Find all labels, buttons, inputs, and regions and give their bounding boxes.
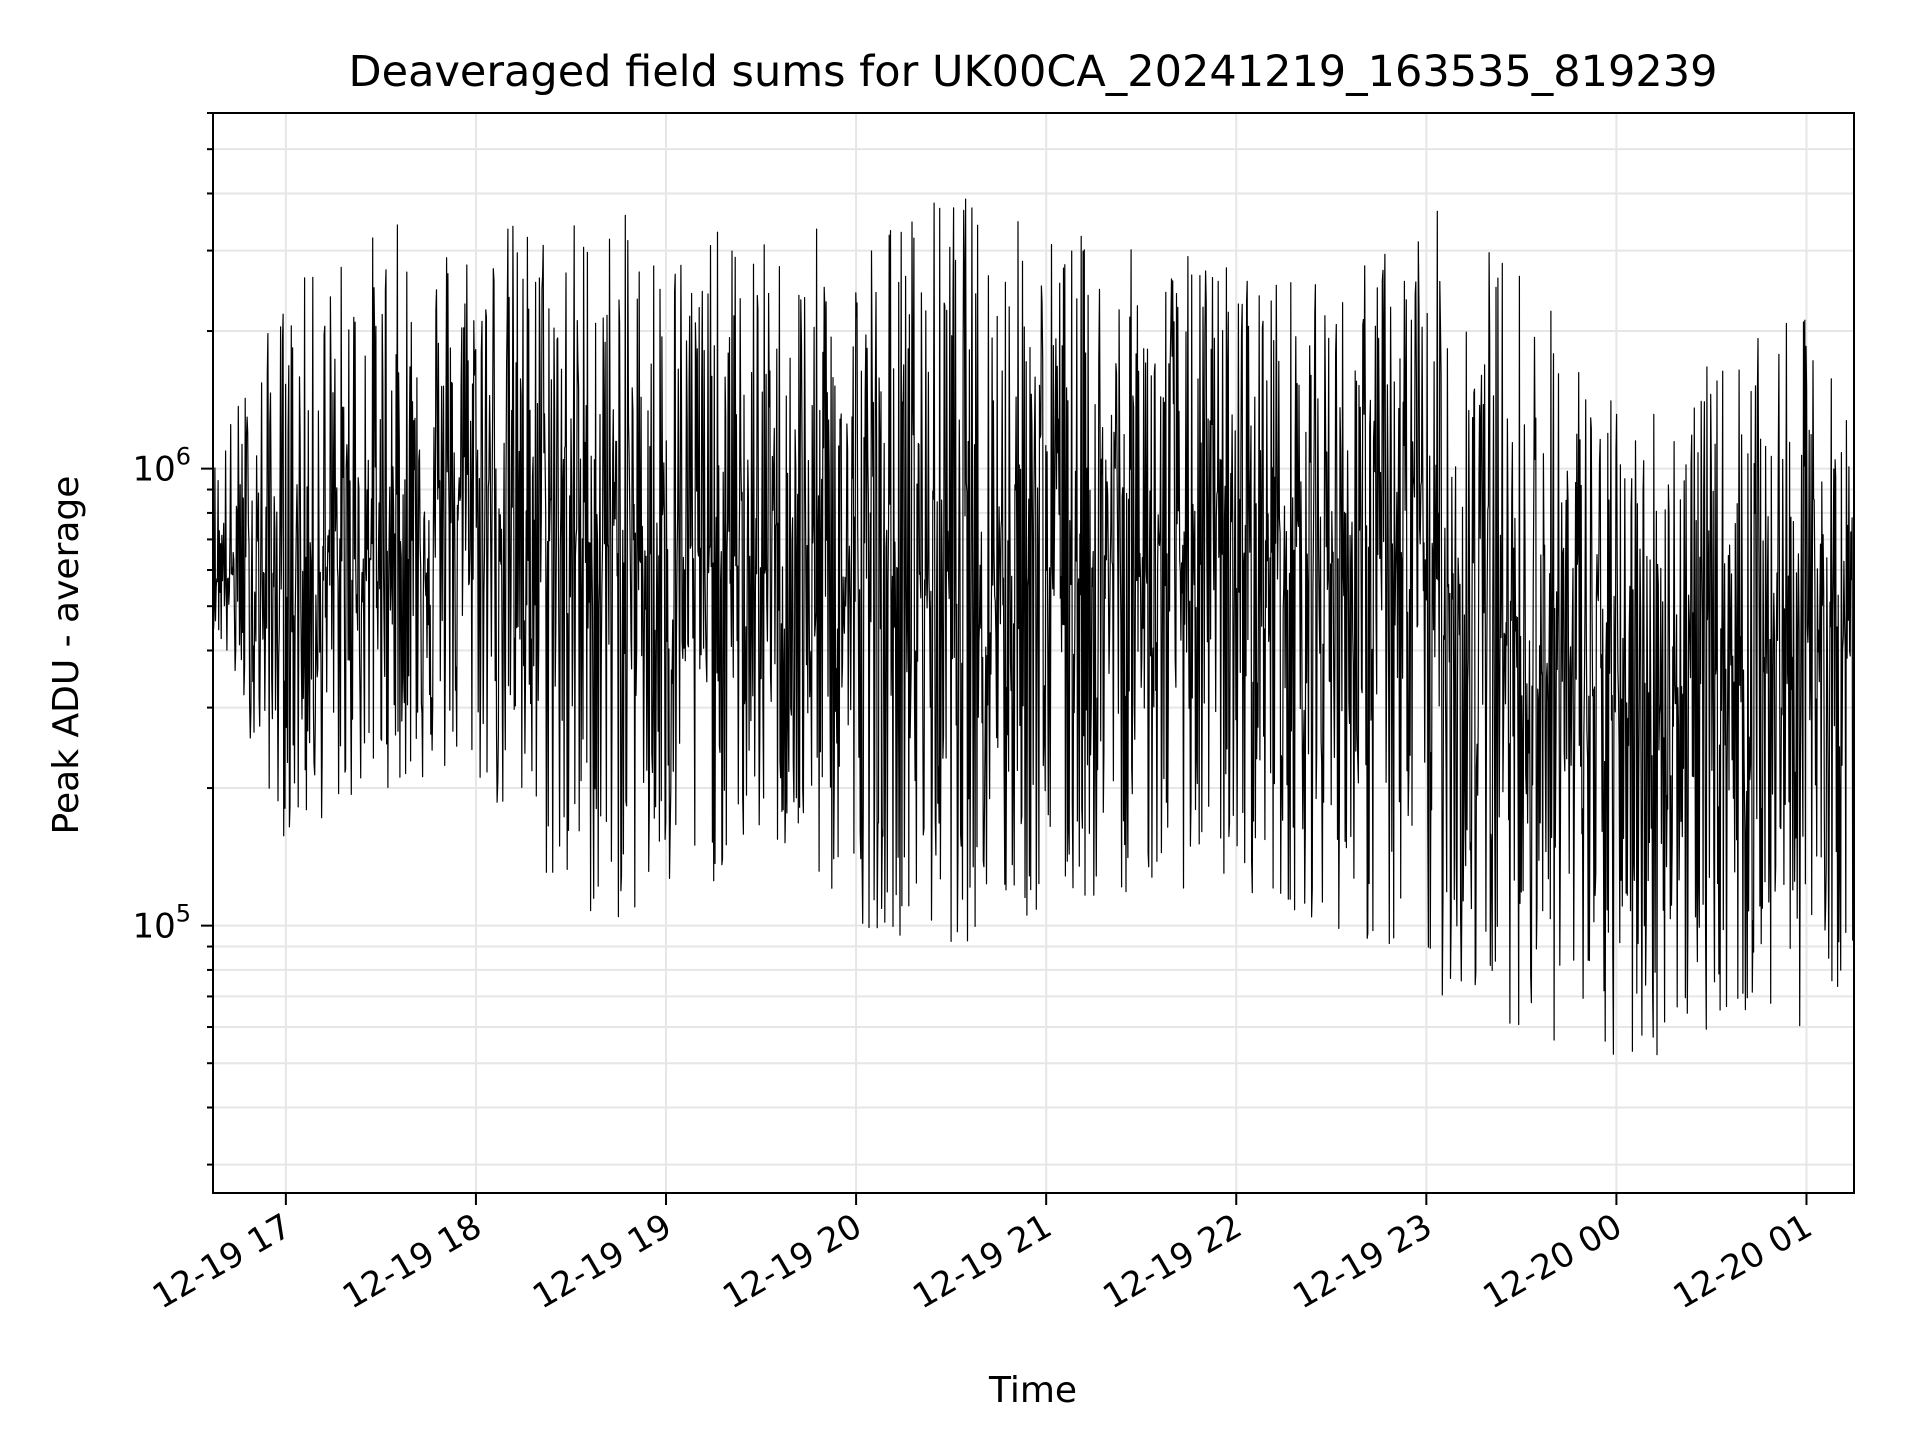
y-tick-label: 105 [132, 900, 191, 947]
y-tick-label: 106 [132, 443, 191, 490]
plot-area [212, 198, 1855, 1056]
plot-frame [212, 112, 1855, 1194]
x-axis-label: Time [988, 1370, 1077, 1411]
series-line [212, 198, 1855, 1056]
y-axis-label: Peak ADU - average [46, 476, 87, 835]
chart-title: Deaveraged field sums for UK00CA_2024121… [349, 47, 1718, 97]
